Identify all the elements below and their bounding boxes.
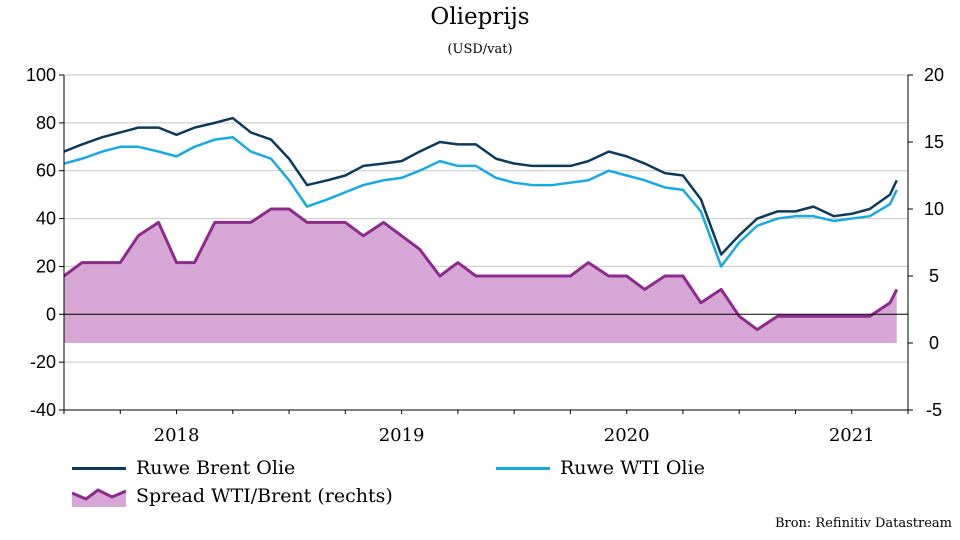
x-tick-label: 2019: [379, 425, 425, 446]
spread-swatch-line: [72, 488, 126, 501]
x-tick-label: 2018: [154, 425, 200, 446]
axes: -40 -20 0 20 40 60 80 100 -5 0 5 10 15 20 2018 2019 2020…: [26, 65, 944, 446]
left-tick-label: -40: [30, 400, 56, 420]
right-tick-label: 20: [924, 65, 944, 85]
x-tick-label: 2021: [829, 425, 875, 446]
chart-subtitle: (USD/vat): [447, 42, 513, 57]
legend-wti: Ruwe WTI Olie: [496, 457, 705, 479]
spread-line: [63, 207, 899, 332]
left-tick-label: 100: [26, 65, 56, 85]
spread-series: [63, 207, 899, 343]
left-tick-label: 40: [36, 209, 56, 229]
wti-line: [63, 135, 898, 268]
legend-brent-swatch: [72, 466, 126, 470]
left-tick-label: 20: [36, 256, 56, 276]
left-tick-label: 0: [46, 304, 56, 324]
spread-swatch-fill: [72, 490, 126, 507]
legend-brent-label: Ruwe Brent Olie: [136, 457, 296, 479]
right-tick-label: 15: [924, 132, 944, 152]
legend-spread-swatch: [72, 488, 126, 507]
x-tick-label: 2020: [604, 425, 650, 446]
legend-spread-label: Spread WTI/Brent (rechts): [136, 485, 393, 507]
right-tick-label: -5: [926, 400, 942, 420]
right-tick-label: 5: [929, 266, 939, 286]
brent-line: [63, 116, 898, 256]
left-tick-label: -20: [30, 352, 56, 372]
gridlines: [64, 74, 908, 411]
left-tick-label: 60: [36, 161, 56, 181]
right-tick-label: 0: [929, 333, 939, 353]
legend-wti-swatch: [496, 466, 550, 470]
legend-wti-label: Ruwe WTI Olie: [560, 457, 705, 479]
price-series: [63, 116, 898, 268]
right-tick-label: 10: [924, 199, 944, 219]
left-tick-label: 80: [36, 113, 56, 133]
legend-brent: Ruwe Brent Olie: [72, 457, 295, 479]
source-note: Bron: Refinitiv Datastream: [774, 516, 952, 531]
legend-spread: Spread WTI/Brent (rechts): [72, 485, 393, 507]
chart-title: Olieprijs: [430, 4, 530, 30]
